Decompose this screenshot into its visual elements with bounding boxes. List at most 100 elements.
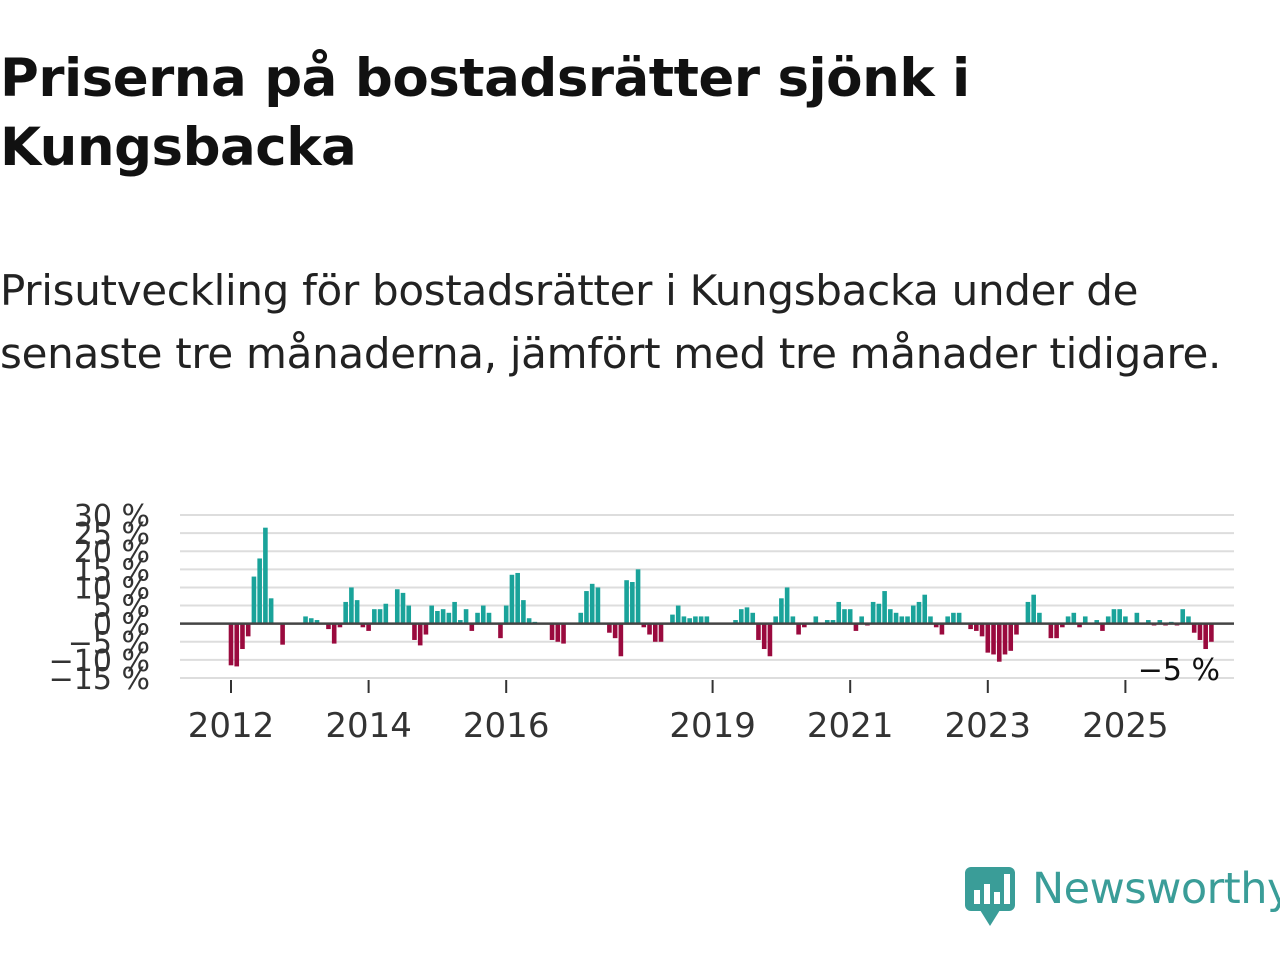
bar [1025, 601, 1031, 624]
y-tick-label: 25 % [74, 517, 150, 552]
bar [595, 587, 601, 624]
bar [910, 605, 916, 624]
bar [1157, 620, 1163, 624]
bar [1100, 623, 1105, 631]
bar [733, 620, 738, 624]
bar [509, 574, 515, 624]
y-tick-label: 0 % [93, 608, 150, 643]
bar [360, 623, 366, 628]
bar [767, 623, 773, 657]
bar [951, 612, 956, 624]
bar [268, 598, 274, 624]
bar [630, 582, 635, 624]
bar [1209, 623, 1214, 642]
bar [979, 623, 985, 637]
bar [939, 623, 945, 635]
bar [928, 616, 933, 624]
bar [893, 612, 899, 624]
newsworthy-logo[interactable]: Newsworthy [964, 866, 1280, 928]
bar [549, 623, 555, 640]
bar [687, 618, 692, 624]
bar [974, 623, 979, 631]
bar [693, 616, 698, 624]
y-tick-label: 15 % [74, 553, 150, 588]
bar [394, 589, 400, 624]
y-tick-label: −5 % [68, 626, 150, 661]
bar [463, 609, 469, 624]
bar [1117, 609, 1122, 624]
bar [1008, 623, 1014, 651]
bar [1037, 612, 1042, 624]
bar [652, 623, 658, 642]
bar [452, 601, 457, 624]
bar [280, 623, 285, 645]
x-tick-label: 2023 [945, 706, 1032, 740]
bar [968, 623, 973, 630]
bar [1180, 609, 1186, 624]
bar [1060, 623, 1065, 628]
bar [245, 623, 251, 637]
bar [343, 601, 348, 624]
bar [888, 609, 893, 624]
bar [956, 612, 962, 624]
bar [469, 623, 475, 631]
bar [1082, 616, 1088, 624]
bar [263, 527, 268, 624]
bar [618, 623, 624, 657]
bar [796, 623, 801, 635]
bar [228, 623, 234, 666]
bar [991, 623, 996, 655]
bar [859, 616, 864, 624]
bar [813, 616, 819, 624]
y-tick-label: 20 % [74, 535, 150, 570]
bar [744, 607, 750, 624]
bar [996, 623, 1002, 662]
x-tick-label: 2012 [188, 706, 275, 740]
bar [1191, 623, 1197, 633]
bar [1054, 623, 1059, 639]
bar [1071, 612, 1077, 624]
bar [475, 612, 480, 624]
x-tick-label: 2019 [669, 706, 756, 740]
y-tick-label: 10 % [74, 571, 150, 606]
bar [429, 605, 434, 624]
bar [377, 609, 383, 624]
bar [257, 558, 262, 624]
bar [916, 601, 922, 624]
chart-subtitle: Prisutveckling för bostadsrätter i Kungs… [0, 266, 1222, 378]
x-tick-label: 2016 [463, 706, 550, 740]
bar [647, 623, 652, 635]
bar [458, 620, 463, 624]
bar [423, 623, 429, 635]
bar [1146, 620, 1151, 624]
bar [899, 616, 905, 624]
bar [555, 623, 561, 642]
bar [784, 587, 790, 624]
bar [240, 623, 245, 650]
bar [922, 594, 928, 624]
newsworthy-chart-icon [965, 867, 1015, 926]
bar [440, 609, 446, 624]
bar [354, 600, 360, 624]
chart-title: Priserna på bostadsrätter sjönk i Kungsb… [0, 48, 970, 178]
bar [681, 616, 687, 624]
bar [480, 605, 486, 624]
bar [498, 623, 503, 639]
bar [515, 572, 520, 624]
bar [738, 609, 744, 624]
bar [1065, 616, 1071, 624]
bar [251, 576, 257, 624]
bar [303, 616, 308, 624]
x-tick-label: 2021 [807, 706, 894, 740]
bar [830, 620, 836, 624]
bar [761, 623, 767, 650]
bar [486, 612, 492, 624]
bar [658, 623, 664, 642]
x-tick-label: 2025 [1082, 706, 1169, 740]
bar [406, 605, 412, 624]
bar [853, 623, 859, 631]
bar [366, 623, 371, 631]
bar [802, 623, 807, 628]
bar [945, 616, 950, 624]
bar [933, 623, 939, 628]
